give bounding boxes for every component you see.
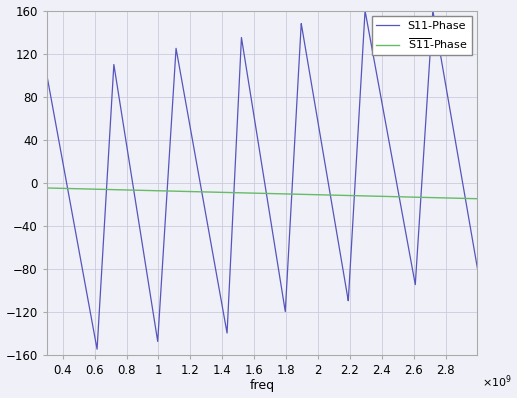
S11-Phase [365, 26, 371, 31]
$\overline{\mathrm{S11}}$-Phase [398, 195, 404, 199]
S11-Phase [475, 266, 481, 271]
X-axis label: freq: freq [250, 379, 275, 392]
Line: $\overline{\mathrm{S11}}$-Phase: $\overline{\mathrm{S11}}$-Phase [47, 188, 478, 199]
S11-Phase [362, 8, 368, 13]
$\overline{\mathrm{S11}}$-Phase [208, 190, 215, 195]
$\overline{\mathrm{S11}}$-Phase [302, 192, 308, 197]
$\overline{\mathrm{S11}}$-Phase [475, 196, 481, 201]
S11-Phase [302, 45, 308, 49]
$\overline{\mathrm{S11}}$-Phase [365, 193, 371, 198]
Text: $\times10^9$: $\times10^9$ [482, 374, 512, 390]
Legend: S11-Phase, $\overline{\mathrm{S11}}$-Phase: S11-Phase, $\overline{\mathrm{S11}}$-Pha… [372, 16, 472, 55]
S11-Phase [324, 173, 330, 178]
Line: S11-Phase: S11-Phase [47, 11, 478, 349]
S11-Phase [208, 244, 215, 248]
$\overline{\mathrm{S11}}$-Phase [122, 187, 128, 192]
$\overline{\mathrm{S11}}$-Phase [324, 193, 330, 197]
S11-Phase [94, 347, 100, 351]
$\overline{\mathrm{S11}}$-Phase [44, 185, 50, 190]
S11-Phase [44, 73, 50, 78]
S11-Phase [398, 205, 404, 210]
S11-Phase [122, 133, 128, 138]
